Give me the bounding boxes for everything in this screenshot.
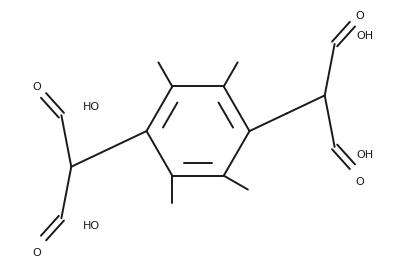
Text: OH: OH: [356, 150, 373, 160]
Text: OH: OH: [356, 31, 373, 41]
Text: O: O: [355, 11, 364, 21]
Text: HO: HO: [83, 221, 100, 231]
Text: O: O: [32, 83, 41, 92]
Text: O: O: [32, 248, 41, 258]
Text: HO: HO: [83, 102, 100, 112]
Text: O: O: [355, 177, 364, 187]
